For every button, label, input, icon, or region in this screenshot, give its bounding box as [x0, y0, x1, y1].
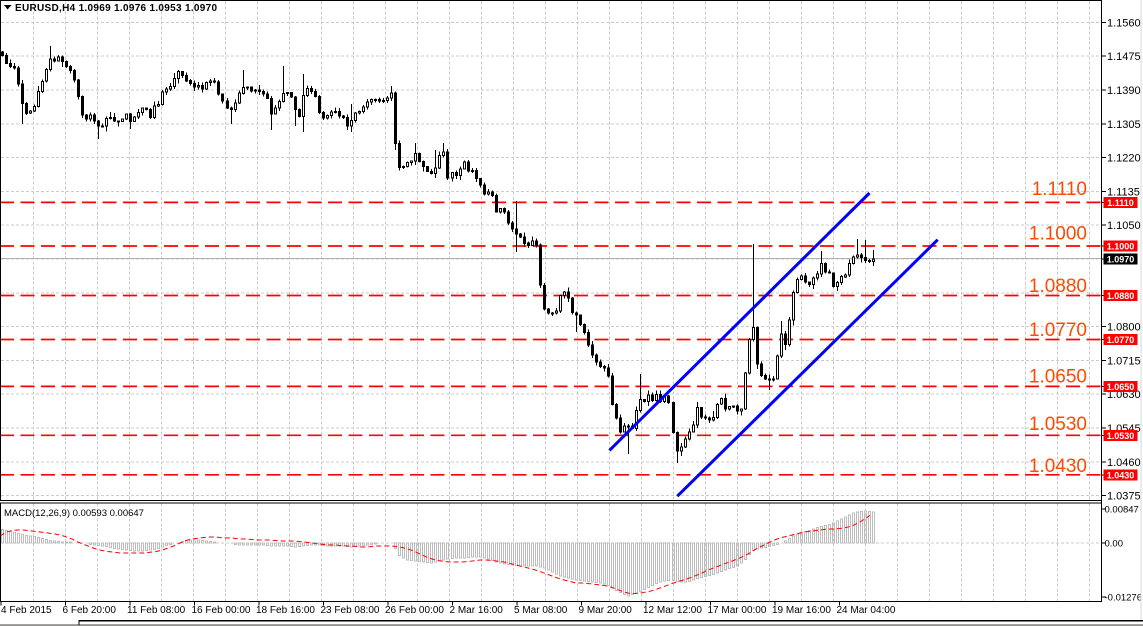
svg-text:24 Mar 04:00: 24 Mar 04:00: [837, 605, 896, 616]
svg-text:1.0715: 1.0715: [1107, 355, 1141, 367]
svg-text:EURUSD,H4 1.0969 1.0976 1.095: EURUSD,H4 1.0969 1.0976 1.0953 1.0970: [15, 3, 217, 14]
svg-text:2 Mar 16:00: 2 Mar 16:00: [450, 605, 504, 616]
svg-text:1.1475: 1.1475: [1107, 51, 1141, 63]
svg-text:12 Mar 12:00: 12 Mar 12:00: [643, 605, 702, 616]
svg-text:1.1000: 1.1000: [1107, 242, 1135, 252]
svg-text:26 Feb 00:00: 26 Feb 00:00: [385, 605, 444, 616]
svg-text:1.1135: 1.1135: [1107, 186, 1140, 198]
svg-text:1.0375: 1.0375: [1107, 491, 1141, 503]
svg-text:1.0630: 1.0630: [1107, 389, 1141, 401]
svg-text:1.0800: 1.0800: [1107, 322, 1141, 334]
svg-text:1.1560: 1.1560: [1107, 17, 1141, 29]
svg-text:0.00847: 0.00847: [1105, 505, 1139, 516]
svg-text:1.1390: 1.1390: [1107, 85, 1141, 97]
svg-text:1.0650: 1.0650: [1029, 367, 1087, 388]
svg-text:1.0650: 1.0650: [1107, 382, 1135, 392]
svg-text:1.1110: 1.1110: [1107, 198, 1134, 208]
svg-text:11 Feb 08:00: 11 Feb 08:00: [127, 605, 186, 616]
svg-text:19 Mar 16:00: 19 Mar 16:00: [772, 605, 831, 616]
svg-text:1.0880: 1.0880: [1107, 291, 1135, 301]
svg-text:MACD(12,26,9) 0.00593 0.00647: MACD(12,26,9) 0.00593 0.00647: [4, 508, 144, 519]
svg-text:5 Mar 08:00: 5 Mar 08:00: [514, 605, 568, 616]
svg-text:17 Mar 00:00: 17 Mar 00:00: [708, 605, 767, 616]
svg-text:1.0770: 1.0770: [1107, 335, 1135, 345]
svg-text:4 Feb 2015: 4 Feb 2015: [1, 605, 52, 616]
svg-text:1.1000: 1.1000: [1029, 224, 1087, 245]
svg-text:6 Feb 20:00: 6 Feb 20:00: [63, 605, 117, 616]
svg-text:1.0880: 1.0880: [1029, 276, 1087, 297]
svg-text:1.0530: 1.0530: [1107, 431, 1135, 441]
svg-text:1.0530: 1.0530: [1029, 414, 1087, 435]
svg-text:1.1305: 1.1305: [1107, 119, 1141, 131]
svg-text:1.1220: 1.1220: [1107, 153, 1141, 165]
svg-text:0.00: 0.00: [1105, 538, 1124, 549]
svg-text:9 Mar 20:00: 9 Mar 20:00: [579, 605, 633, 616]
svg-text:23 Feb 08:00: 23 Feb 08:00: [321, 605, 380, 616]
svg-text:1.0430: 1.0430: [1107, 470, 1135, 480]
svg-text:1.0430: 1.0430: [1029, 456, 1087, 477]
svg-text:1.0970: 1.0970: [1107, 254, 1135, 264]
svg-text:1.0770: 1.0770: [1029, 320, 1087, 341]
svg-text:1.1110: 1.1110: [1032, 179, 1087, 200]
svg-text:1.0460: 1.0460: [1107, 457, 1141, 469]
svg-text:18 Feb 16:00: 18 Feb 16:00: [256, 605, 315, 616]
svg-text:-0.01276: -0.01276: [1105, 593, 1143, 604]
svg-text:1.1050: 1.1050: [1107, 220, 1141, 232]
svg-text:16 Feb 00:00: 16 Feb 00:00: [192, 605, 251, 616]
